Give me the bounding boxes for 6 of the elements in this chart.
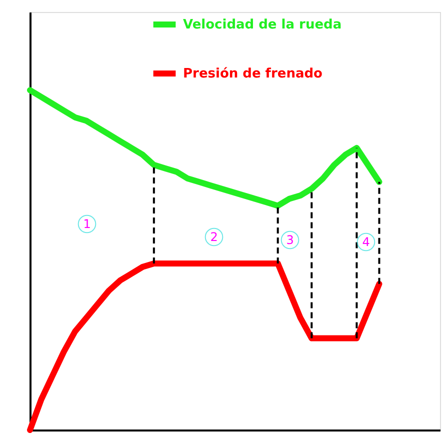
legend-label: Velocidad de la rueda [183, 18, 342, 32]
annotation: 2 [210, 230, 218, 244]
annotation: 4 [362, 235, 370, 249]
annotation: 1 [83, 217, 91, 231]
annotation: 3 [286, 233, 294, 247]
legend-label: Presión de frenado [183, 66, 323, 82]
